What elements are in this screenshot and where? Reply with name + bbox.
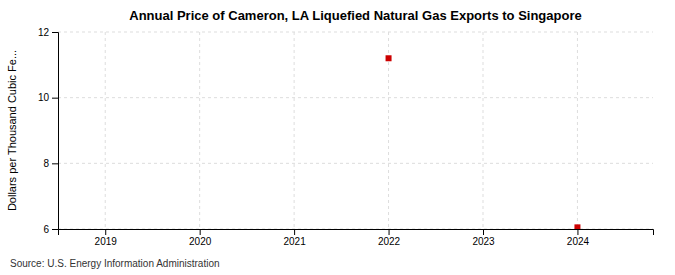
x-tick-mark [105,229,106,235]
x-tick-mark [389,229,390,235]
x-axis-line [59,230,654,236]
y-tick: 6 [43,224,58,235]
x-tick-label: 2019 [95,236,118,247]
y-tick-mark [52,98,58,99]
x-tick-mark [200,229,201,235]
source-note: Source: U.S. Energy Information Administ… [10,258,220,269]
x-tick-label: 2021 [283,236,306,247]
x-tick-label: 2024 [567,236,590,247]
y-axis: 6 8 10 12 [38,27,59,235]
x-tick-mark [483,229,484,235]
grid [58,32,653,229]
point [386,55,392,61]
y-tick: 12 [38,27,58,38]
y-tick: 8 [43,158,58,169]
x-tick-mark [294,229,295,235]
y-tick-label: 10 [38,92,50,103]
x-tick-label: 2023 [472,236,495,247]
x-tick: 2020 [189,229,212,247]
x-tick: 2024 [567,229,590,247]
y-tick-mark [52,163,58,164]
grid-line-x [483,32,484,229]
y-axis-title: Dollars per Thousand Cubic Fe... [6,50,18,211]
y-tick-label: 6 [43,224,49,235]
plot: 2019 2020 2021 2022 2023 2024 6 8 10 12 [38,27,654,247]
grid-line-y [58,163,653,164]
x-axis: 2019 2020 2021 2022 2023 2024 [59,229,654,247]
grid-line-y [58,32,653,33]
grid-line-x [294,32,295,229]
x-tick: 2019 [95,229,118,247]
points [386,55,581,229]
chart: 2019 2020 2021 2022 2023 2024 6 8 10 12 Annual Pri… [0,0,675,275]
point [574,224,580,229]
y-tick-mark [52,229,58,230]
grid-line-x [105,32,106,229]
x-tick: 2021 [283,229,306,247]
y-tick-label: 12 [38,27,50,38]
grid-line-x [199,32,200,229]
grid-line-y [58,97,653,98]
title: Annual Price of Cameron, LA Liquefied Na… [129,8,581,23]
x-tick-label: 2022 [378,236,401,247]
x-tick-mark [577,229,578,235]
grid-line-x [388,32,389,229]
y-tick-label: 8 [43,158,49,169]
y-tick: 10 [38,92,58,103]
y-axis-line [52,33,59,230]
y-tick-mark [52,32,58,33]
x-tick-label: 2020 [189,236,212,247]
grid-line-x [577,32,578,229]
x-tick: 2023 [472,229,495,247]
x-tick: 2022 [378,229,401,247]
